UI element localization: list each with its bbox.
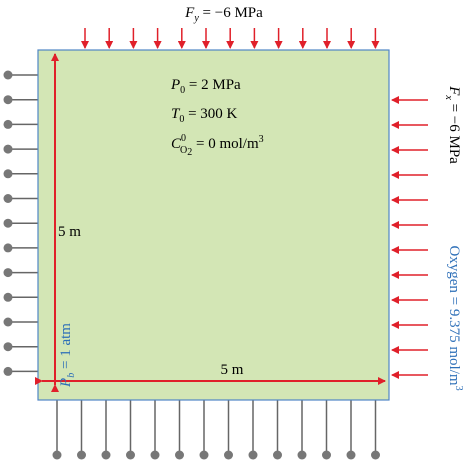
support-node: [199, 450, 209, 460]
support-node: [77, 450, 86, 460]
support-node: [3, 317, 13, 327]
top-load-label: Fy = −6 MPa: [184, 5, 263, 24]
initial-temperature: T0 = 300 K: [171, 106, 238, 125]
support-node: [3, 243, 13, 253]
support-node: [3, 194, 13, 203]
left-boundary-label: Pb = 1 atm: [58, 323, 77, 388]
height-label: 5 m: [58, 224, 81, 240]
support-node: [52, 450, 62, 460]
support-node: [175, 450, 184, 460]
support-node: [3, 70, 13, 80]
support-node: [3, 366, 13, 376]
support-node: [3, 342, 13, 352]
support-node: [3, 169, 13, 179]
domain: [37, 49, 390, 401]
support-node: [3, 144, 13, 154]
initial-pressure: P0 = 2 MPa: [170, 77, 241, 96]
support-node: [3, 268, 13, 278]
support-node: [101, 450, 111, 460]
support-node: [248, 450, 258, 460]
support-node: [3, 218, 13, 228]
width-label: 5 m: [221, 362, 244, 378]
support-node: [3, 95, 13, 105]
support-node: [224, 450, 233, 460]
loads: [81, 28, 428, 379]
initial-concentration: C0 O2 = 0 mol/m3: [171, 133, 264, 158]
right-boundary-label: Oxygen = 9.375 mol/m3: [446, 245, 464, 390]
support-node: [346, 450, 356, 460]
support-node: [126, 450, 135, 460]
support-node: [3, 292, 13, 302]
supports: [3, 70, 380, 460]
support-node: [273, 450, 282, 460]
right-load-label: Fx = −6 MPa: [443, 85, 462, 164]
support-node: [3, 119, 13, 129]
support-node: [322, 450, 331, 460]
support-node: [297, 450, 307, 460]
support-node: [371, 450, 380, 460]
support-node: [150, 450, 160, 460]
